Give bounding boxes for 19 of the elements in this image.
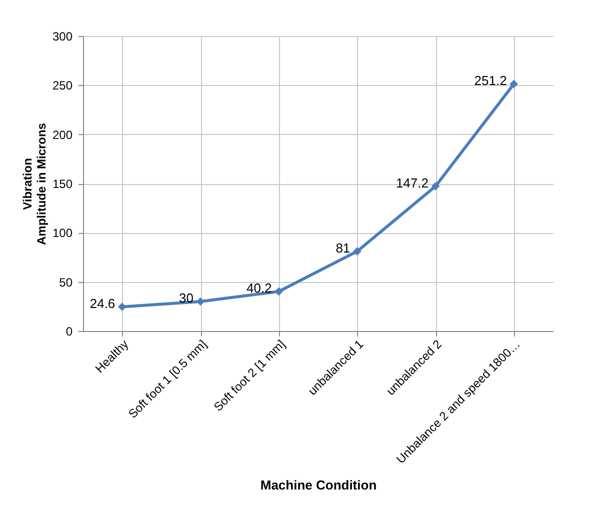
point [274,287,284,296]
y-tick-label: 200 [52,128,73,142]
x-axis-title: Machine Condition [260,478,377,493]
data-label: 24.6 [90,296,116,311]
data-label: 40.2 [246,280,272,296]
y-tick-label: 0 [66,324,73,338]
point [510,80,518,88]
point [352,247,362,256]
point [118,302,126,311]
data-label: 147.2 [396,175,428,190]
data-label: 251.2 [474,72,507,88]
y-tick-label: 150 [52,177,73,191]
point [431,182,440,190]
y-axis-title: Vibration Amplitude in Microns [20,122,48,246]
data-label: 81 [336,240,350,256]
y-tick-label: 100 [52,226,73,240]
y-tick-label: 50 [59,275,73,290]
y-tick-label: 300 [52,30,73,44]
y-tick-label: 250 [52,78,73,93]
